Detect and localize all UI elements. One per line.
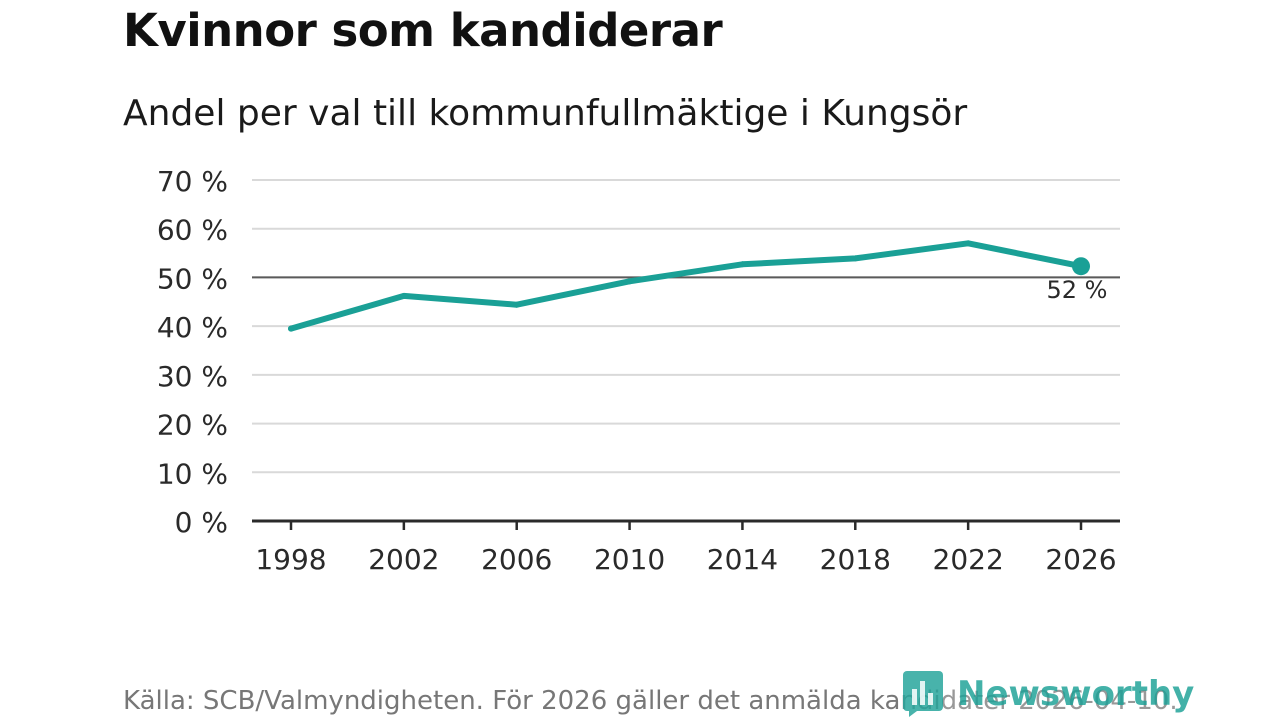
y-axis-labels: 0 % 10 % 20 % 30 % 40 % 50 % 60 % 70 % [157,165,228,539]
data-point [965,240,972,247]
end-point-marker [1072,257,1090,276]
data-point [626,278,633,285]
data-point [852,255,859,262]
end-label-group: 52 % [1047,276,1108,304]
data-point [739,261,746,268]
y-tick-label: 50 % [157,262,228,295]
x-tick-label: 2014 [707,543,778,576]
y-tick-label: 10 % [157,457,228,490]
x-tick-label: 2026 [1045,543,1116,576]
series-line-andel-kvinnor [288,240,1084,332]
x-axis: 1998 2002 2006 2010 2014 2018 2022 2026 [252,519,1120,576]
y-tick-label: 0 % [175,506,228,539]
x-tick-label: 2006 [481,543,552,576]
x-tick-label: 1998 [255,543,326,576]
y-tick-label: 30 % [157,360,228,393]
series-group [288,240,1090,332]
newsworthy-logo-icon [903,671,943,717]
x-tick-label: 2022 [933,543,1004,576]
data-point [288,325,294,332]
y-tick-label: 40 % [157,311,228,344]
end-value-label: 52 % [1047,276,1108,304]
chart-title: Kvinnor som kandiderar [123,4,723,57]
data-point [513,301,520,308]
brand-logo: Newsworthy [903,671,1195,717]
brand-name: Newsworthy [957,674,1195,714]
source-note: Källa: SCB/Valmyndigheten. För 2026 gäll… [123,686,1178,716]
chart-subtitle: Andel per val till kommunfullmäktige i K… [123,93,968,134]
y-tick-label: 60 % [157,214,228,247]
data-point [400,292,407,299]
y-tick-label: 70 % [157,165,228,198]
x-tick-label: 2002 [368,543,439,576]
x-tick-label: 2010 [594,543,665,576]
x-tick-label: 2018 [820,543,891,576]
line-chart: 0 % 10 % 20 % 30 % 40 % 50 % 60 % 70 % 1998 2002… [157,165,1120,576]
gridlines [252,179,1120,474]
y-tick-label: 20 % [157,409,228,442]
